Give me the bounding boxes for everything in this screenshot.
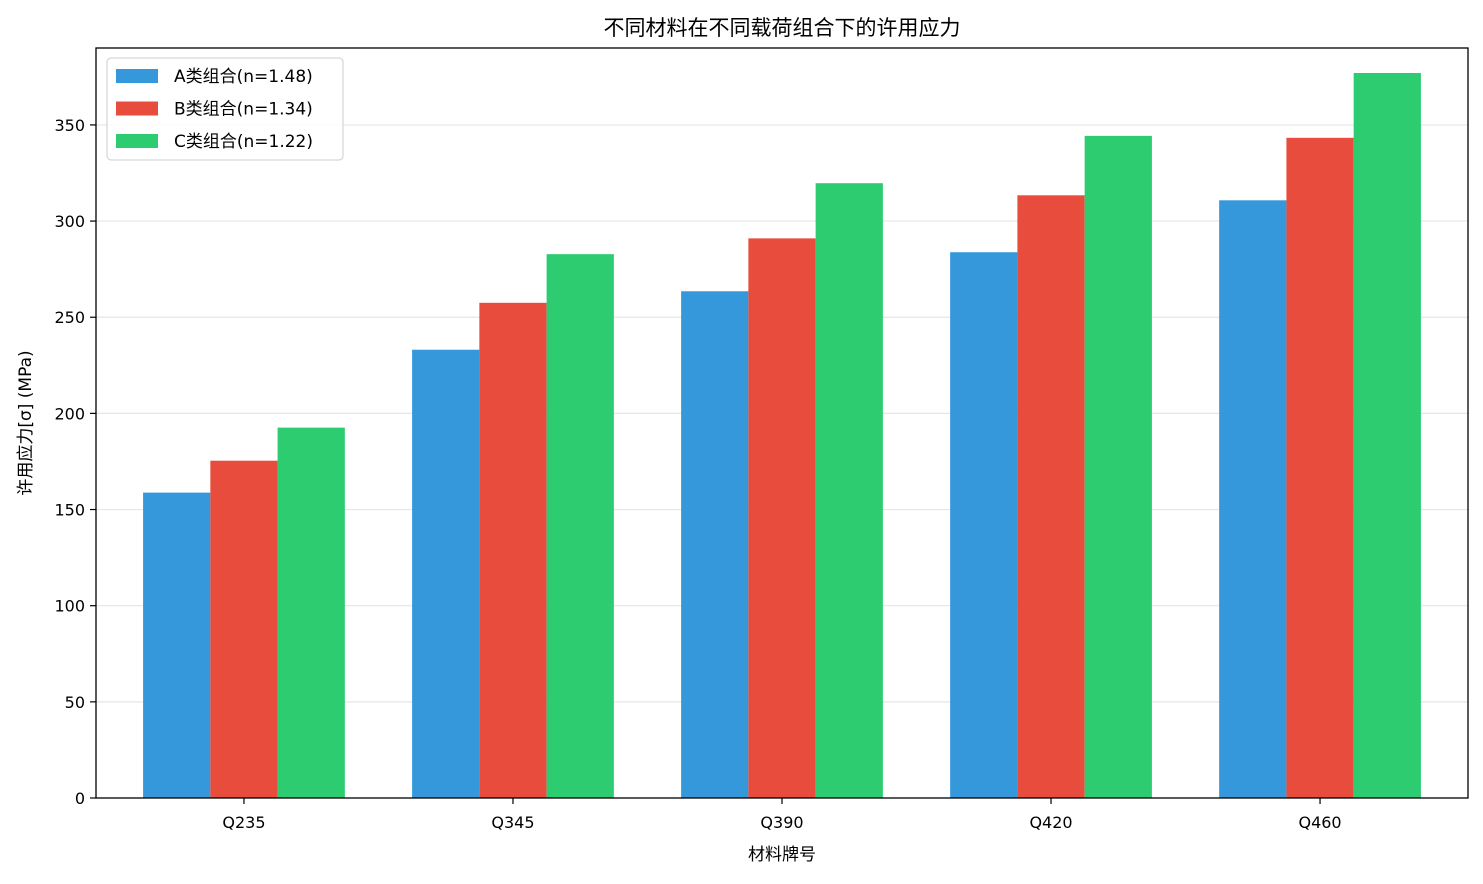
x-tick-label-q235: Q235 [222, 813, 265, 832]
bar-q460-series-3 [1353, 73, 1421, 798]
y-tick-label: 150 [54, 501, 85, 520]
y-tick-label: 50 [65, 693, 85, 712]
x-axis-label: 材料牌号 [748, 845, 816, 865]
legend-swatch-1 [116, 69, 158, 83]
bar-q390-series-1 [681, 291, 749, 798]
x-tick-label-q345: Q345 [491, 813, 534, 832]
y-tick-label: 250 [54, 308, 85, 327]
y-tick-label: 300 [54, 212, 85, 231]
x-axis-ticks: Q235 Q345 Q390 Q420 Q460 [222, 798, 1342, 832]
bar-q390-series-2 [748, 238, 816, 798]
bar-q235-series-1 [143, 492, 211, 798]
bar-q420-series-1 [950, 252, 1018, 798]
bar-q390-series-3 [815, 183, 883, 798]
bar-q460-series-1 [1219, 200, 1287, 799]
bar-q235-series-3 [277, 427, 345, 798]
bar-q420-series-2 [1017, 195, 1085, 799]
chart-title: 不同材料在不同载荷组合下的许用应力 [604, 16, 961, 40]
y-tick-label: 0 [75, 789, 85, 808]
bar-q345-series-1 [412, 349, 480, 798]
legend-label-2: B类组合(n=1.34) [174, 100, 313, 120]
y-tick-label: 100 [54, 597, 85, 616]
x-tick-label-q420: Q420 [1029, 813, 1072, 832]
y-axis-label: 许用应力[σ] (MPa) [16, 350, 36, 495]
bar-q420-series-3 [1084, 135, 1152, 798]
legend-label-1: A类组合(n=1.48) [174, 67, 313, 87]
bars [143, 73, 1421, 799]
legend-swatch-3 [116, 134, 158, 148]
legend-box [106, 57, 344, 161]
y-tick-label: 350 [54, 116, 85, 135]
bar-q345-series-2 [479, 302, 547, 798]
legend-swatch-2 [116, 101, 158, 116]
bar-q460-series-2 [1286, 137, 1354, 799]
y-axis-ticks: 0 50 100 150 200 250 300 350 [54, 116, 96, 808]
x-tick-label-q390: Q390 [760, 813, 803, 832]
legend: A类组合(n=1.48) B类组合(n=1.34) C类组合(n=1.22) [106, 57, 344, 161]
legend-label-3: C类组合(n=1.22) [174, 132, 313, 152]
bar-q235-series-2 [210, 460, 278, 798]
x-tick-label-q460: Q460 [1298, 813, 1341, 832]
y-tick-label: 200 [54, 404, 85, 423]
bar-q345-series-3 [546, 254, 614, 799]
